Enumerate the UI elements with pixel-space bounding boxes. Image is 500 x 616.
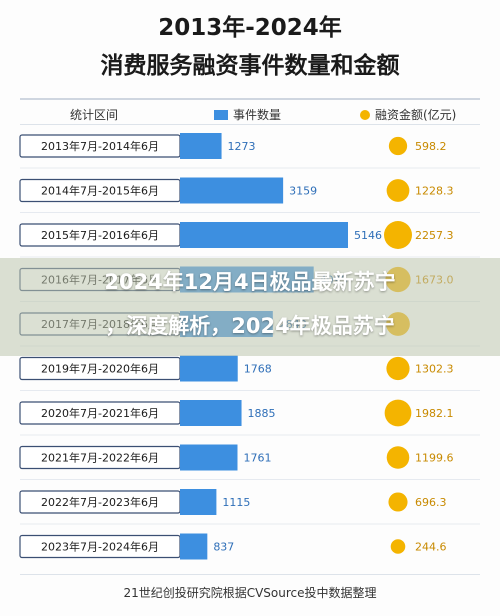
amount-value-label: 598.2 (415, 140, 447, 153)
count-bar (180, 177, 284, 204)
watermark-banner (0, 258, 500, 356)
legend-count-label: 事件数量 (233, 108, 282, 122)
legend-amount: 融资金额(亿元) (360, 106, 456, 123)
legend-count: 事件数量 (214, 106, 281, 123)
period-label: 2014年7月-2015年6月 (41, 184, 159, 198)
period-label: 2013年7月-2014年6月 (41, 139, 159, 153)
count-bar (180, 355, 238, 382)
bar-swatch-icon (214, 109, 228, 120)
amount-dot (388, 136, 408, 156)
amount-dot (384, 221, 412, 249)
amount-dot (388, 492, 408, 512)
amount-dot (386, 179, 410, 202)
footer-rule (20, 574, 480, 575)
amount-dot (384, 399, 412, 427)
period-label: 2021年7月-2022年6月 (41, 451, 159, 465)
chart-title-line2: 消费服务融资事件数量和金额 (100, 53, 400, 79)
count-value-label: 3159 (289, 185, 317, 198)
amount-value-label: 696.3 (415, 496, 447, 509)
amount-dot (386, 356, 410, 381)
count-value-label: 1115 (222, 496, 250, 509)
amount-value-label: 1302.3 (415, 363, 454, 376)
amount-value-label: 2257.3 (415, 229, 454, 242)
legend-period-label: 统计区间 (70, 108, 119, 122)
legend-amount-label: 融资金额(亿元) (375, 108, 457, 122)
period-label: 2015年7月-2016年6月 (41, 228, 159, 242)
period-label: 2023年7月-2024年6月 (41, 540, 159, 554)
header-rule (20, 98, 480, 100)
dot-swatch-icon (360, 109, 370, 120)
count-value-label: 1273 (228, 140, 256, 153)
count-value-label: 5146 (354, 229, 382, 242)
period-label: 2019年7月-2020年6月 (41, 362, 159, 376)
count-bar (180, 489, 217, 515)
source-note: 21世纪创投研究院根据CVSource投中数据整理 (123, 586, 377, 600)
count-value-label: 1768 (244, 363, 272, 376)
period-label: 2020年7月-2021年6月 (41, 406, 159, 420)
count-bar (180, 133, 222, 159)
count-value-label: 1885 (248, 407, 276, 420)
period-label: 2022年7月-2023年6月 (41, 495, 159, 509)
amount-value-label: 1199.6 (415, 452, 454, 465)
amount-dot (390, 539, 406, 554)
amount-dot (386, 446, 410, 469)
amount-value-label: 1228.3 (415, 185, 454, 198)
count-bar (180, 400, 242, 426)
count-value-label: 1761 (243, 452, 271, 465)
header-rule-lower (20, 124, 480, 125)
banner-text-line2: ，深度解析，2024年极品苏宁 (105, 314, 395, 338)
count-bar (180, 444, 238, 471)
count-bar (180, 222, 348, 248)
count-bar (180, 533, 208, 560)
legend-period: 统计区间 (70, 106, 118, 123)
count-value-label: 837 (213, 541, 234, 554)
banner-text-line1: 2024年12月4日极品最新苏宁 (104, 270, 396, 294)
chart-title-line1: 2013年-2024年 (158, 15, 342, 41)
amount-value-label: 1982.1 (415, 407, 454, 420)
amount-value-label: 244.6 (415, 541, 447, 554)
